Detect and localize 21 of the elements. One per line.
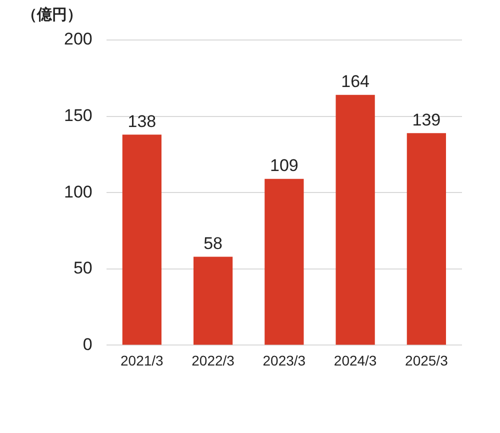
y-tick-label: 150: [64, 106, 92, 125]
data-label: 138: [128, 112, 156, 131]
bar: [406, 133, 446, 345]
data-label: 109: [270, 156, 298, 176]
bar: [336, 94, 375, 345]
bar: [264, 178, 304, 345]
data-label: 58: [204, 234, 223, 253]
x-tick-label: 2022/3: [192, 352, 235, 368]
y-axis-title: （億円）: [22, 6, 82, 24]
x-tick-label: 2023/3: [262, 352, 306, 368]
x-tick-label: 2024/3: [334, 352, 377, 368]
y-tick-label: 0: [82, 334, 92, 354]
y-tick-label: 50: [73, 258, 92, 278]
data-label: 139: [412, 110, 441, 130]
bar: [122, 134, 162, 345]
bar: [193, 256, 233, 345]
data-label: 164: [341, 72, 370, 92]
x-tick-label: 2025/3: [405, 352, 448, 368]
y-tick-label: 200: [64, 30, 92, 49]
y-tick-label: 100: [64, 182, 92, 202]
x-tick-label: 2021/3: [120, 352, 164, 368]
